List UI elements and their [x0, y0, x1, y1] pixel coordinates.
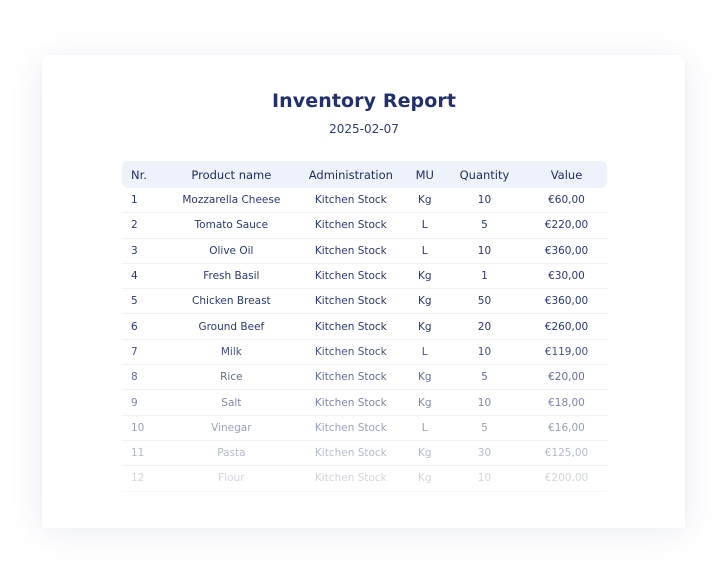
cell-nr: 1 — [122, 188, 168, 214]
cell-quantity: 10 — [442, 238, 526, 264]
cell-nr: 6 — [122, 313, 168, 340]
cell-nr: 4 — [122, 263, 168, 290]
table-row: 8 Rice Kitchen Stock Kg 5 €20,00 — [122, 364, 607, 391]
cell-mu: Kg — [406, 263, 443, 290]
cell-administration: Kitchen Stock — [295, 440, 407, 467]
cell-value: €220,00 — [525, 212, 607, 239]
bottom-fade-overlay — [42, 478, 685, 528]
table-row: 7 Milk Kitchen Stock L 10 €119,00 — [122, 339, 607, 366]
cell-value: €30,00 — [525, 263, 607, 290]
cell-quantity: 20 — [442, 313, 526, 340]
cell-product-name: Ground Beef — [167, 313, 296, 340]
cell-nr: 8 — [122, 364, 168, 391]
cell-value: €16,00 — [525, 415, 607, 441]
column-header-value: Value — [550, 167, 583, 182]
table-row: 9 Salt Kitchen Stock Kg 10 €18,00 — [122, 389, 607, 416]
cell-product-name: Pasta — [167, 440, 296, 467]
column-header-mu: MU — [415, 167, 434, 182]
cell-administration: Kitchen Stock — [295, 263, 407, 290]
cell-product-name: Milk — [167, 339, 296, 366]
cell-nr: 3 — [122, 238, 168, 264]
cell-product-name: Rice — [167, 364, 296, 391]
cell-administration: Kitchen Stock — [295, 339, 407, 366]
cell-value: €260,00 — [525, 313, 607, 340]
cell-product-name: Chicken Breast — [167, 288, 296, 315]
table-header-row: Nr. Product name Administration MU Quant… — [122, 161, 607, 188]
cell-quantity: 10 — [442, 339, 526, 366]
table-row: 10 Vinegar Kitchen Stock L 5 €16,00 — [122, 415, 607, 441]
table-body: 1 Mozzarella Cheese Kitchen Stock Kg 10 €60,0… — [122, 188, 607, 492]
cell-value: €119,00 — [525, 339, 607, 366]
cell-administration: Kitchen Stock — [295, 212, 407, 239]
cell-mu: Kg — [406, 188, 443, 214]
cell-value: €360,00 — [525, 288, 607, 315]
cell-mu: Kg — [406, 389, 443, 416]
cell-product-name: Tomato Sauce — [167, 212, 296, 239]
report-title: Inventory Report — [271, 90, 457, 112]
cell-value: €360,00 — [525, 238, 607, 264]
cell-quantity: 1 — [442, 263, 526, 290]
cell-product-name: Fresh Basil — [167, 263, 296, 290]
column-header-product-name: Product name — [191, 167, 272, 182]
table-row: 5 Chicken Breast Kitchen Stock Kg 50 €360,00 — [122, 288, 607, 315]
cell-nr: 5 — [122, 288, 168, 315]
cell-product-name: Olive Oil — [167, 238, 296, 264]
cell-quantity: 10 — [442, 389, 526, 416]
table-row: 11 Pasta Kitchen Stock Kg 30 €125,00 — [122, 440, 607, 467]
cell-quantity: 5 — [442, 415, 526, 441]
cell-value: €20,00 — [525, 364, 607, 391]
cell-product-name: Salt — [167, 389, 296, 416]
cell-mu: L — [406, 415, 443, 441]
table-row: 1 Mozzarella Cheese Kitchen Stock Kg 10 €60,0… — [122, 188, 607, 214]
cell-quantity: 30 — [442, 440, 526, 467]
table-row: 3 Olive Oil Kitchen Stock L 10 €360,00 — [122, 238, 607, 264]
report-date: 2025-02-07 — [329, 122, 399, 136]
column-header-quantity: Quantity — [459, 167, 510, 182]
column-header-administration: Administration — [308, 167, 393, 182]
cell-quantity: 5 — [442, 212, 526, 239]
cell-mu: Kg — [406, 440, 443, 467]
cell-mu: Kg — [406, 288, 443, 315]
table-row: 6 Ground Beef Kitchen Stock Kg 20 €260,00 — [122, 313, 607, 340]
cell-nr: 9 — [122, 389, 168, 416]
cell-mu: Kg — [406, 364, 443, 391]
cell-quantity: 50 — [442, 288, 526, 315]
cell-administration: Kitchen Stock — [295, 288, 407, 315]
cell-product-name: Vinegar — [167, 415, 296, 441]
cell-administration: Kitchen Stock — [295, 364, 407, 391]
column-header-nr: Nr. — [131, 167, 147, 182]
cell-administration: Kitchen Stock — [295, 238, 407, 264]
cell-product-name: Mozzarella Cheese — [167, 188, 296, 214]
cell-mu: Kg — [406, 313, 443, 340]
cell-administration: Kitchen Stock — [295, 188, 407, 214]
cell-nr: 2 — [122, 212, 168, 239]
cell-quantity: 5 — [442, 364, 526, 391]
table-row: 2 Tomato Sauce Kitchen Stock L 5 €220,00 — [122, 212, 607, 239]
cell-value: €60,00 — [525, 188, 607, 214]
cell-quantity: 10 — [442, 188, 526, 214]
cell-administration: Kitchen Stock — [295, 415, 407, 441]
inventory-table: Nr. Product name Administration MU Quant… — [122, 161, 607, 492]
cell-mu: L — [406, 339, 443, 366]
cell-value: €125,00 — [525, 440, 607, 467]
cell-administration: Kitchen Stock — [295, 313, 407, 340]
table-row: 4 Fresh Basil Kitchen Stock Kg 1 €30,00 — [122, 263, 607, 290]
cell-administration: Kitchen Stock — [295, 389, 407, 416]
inventory-table-container: Nr. Product name Administration MU Quant… — [122, 161, 607, 492]
cell-nr: 10 — [122, 415, 168, 441]
cell-mu: L — [406, 238, 443, 264]
cell-value: €18,00 — [525, 389, 607, 416]
cell-nr: 11 — [122, 440, 168, 467]
cell-nr: 7 — [122, 339, 168, 366]
cell-mu: L — [406, 212, 443, 239]
